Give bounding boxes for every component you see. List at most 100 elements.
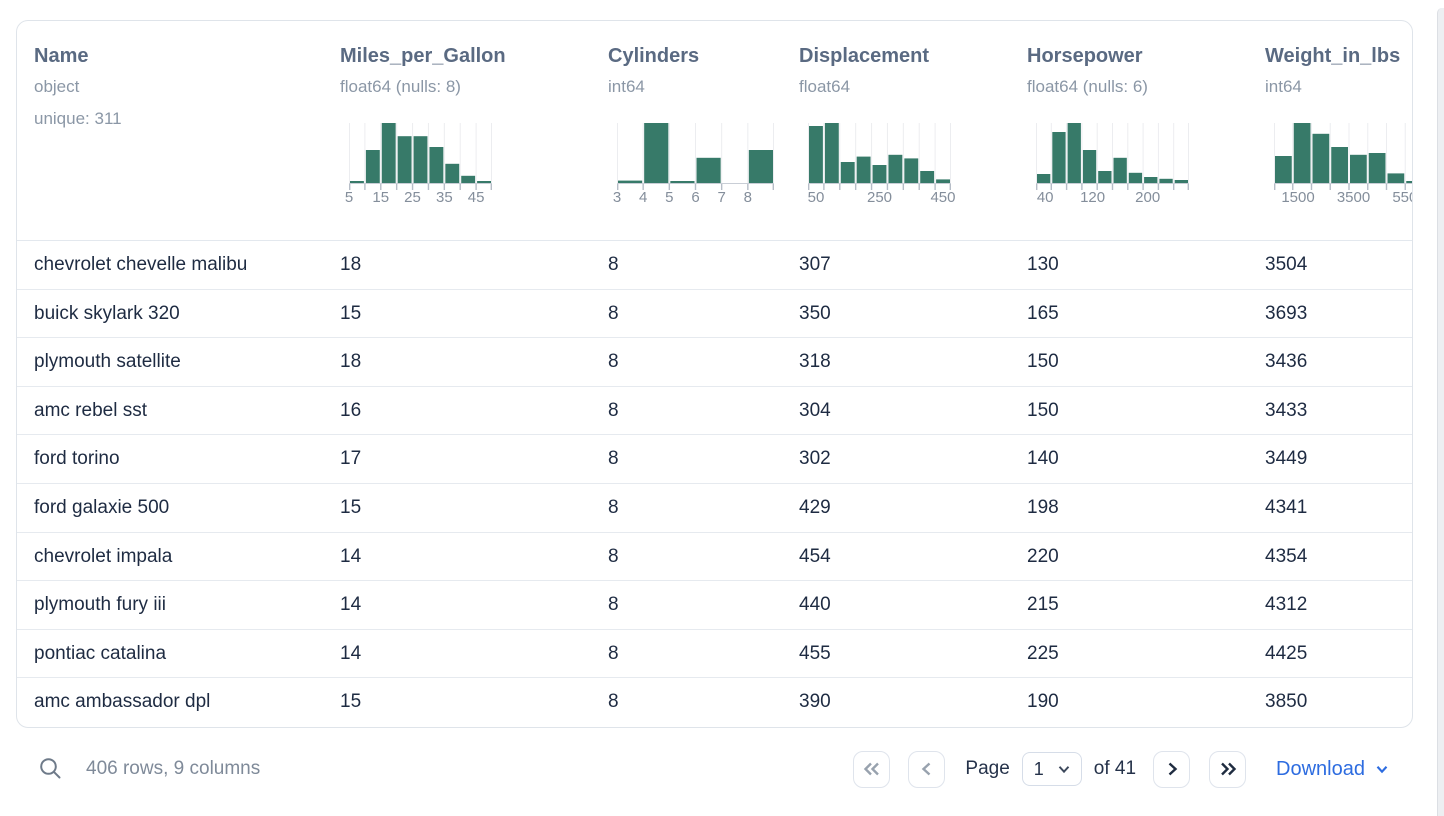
table-row: chevrolet impala 14 8 454 220 4354 bbox=[17, 533, 1412, 582]
table-cell: amc rebel sst bbox=[34, 399, 147, 421]
svg-text:1500: 1500 bbox=[1281, 189, 1314, 206]
svg-text:45: 45 bbox=[468, 189, 485, 206]
column-name: Weight_in_lbs bbox=[1265, 45, 1401, 67]
search-icon[interactable] bbox=[38, 756, 64, 782]
row-count-summary: 406 rows, 9 columns bbox=[86, 758, 261, 779]
table-cell: 4312 bbox=[1265, 594, 1308, 616]
table-cell: 302 bbox=[799, 448, 831, 470]
page-select[interactable]: 1 bbox=[1021, 752, 1082, 786]
table-cell: 14 bbox=[340, 642, 362, 664]
svg-text:25: 25 bbox=[404, 189, 421, 206]
svg-text:6: 6 bbox=[691, 189, 699, 206]
table-cell: ford torino bbox=[34, 448, 120, 470]
pagination: Page 1 of 41 Download bbox=[853, 750, 1413, 788]
first-page-button[interactable] bbox=[853, 750, 891, 788]
column-histogram[interactable]: 5 15 25 35 45 bbox=[345, 121, 493, 207]
first-page-icon bbox=[863, 762, 879, 776]
table-cell: 8 bbox=[608, 691, 619, 713]
svg-text:5500: 5500 bbox=[1392, 189, 1413, 206]
column-histogram[interactable]: 1500 3500 5500 bbox=[1273, 121, 1413, 207]
download-label: Download bbox=[1276, 757, 1365, 780]
table-cell: 18 bbox=[340, 254, 362, 275]
prev-page-icon bbox=[921, 762, 931, 776]
table-cell: 130 bbox=[1027, 254, 1059, 275]
last-page-icon bbox=[1220, 762, 1236, 776]
column-type: float64 bbox=[799, 77, 851, 96]
column-name: Horsepower bbox=[1027, 45, 1143, 67]
download-button[interactable]: Download bbox=[1276, 758, 1391, 781]
column-type: float64 (nulls: 6) bbox=[1027, 77, 1148, 96]
svg-text:8: 8 bbox=[744, 189, 752, 206]
column-header-name[interactable]: Name object unique: 311 bbox=[34, 43, 340, 240]
table-cell: 150 bbox=[1027, 399, 1059, 421]
page-select-value: 1 bbox=[1033, 758, 1044, 779]
svg-text:50: 50 bbox=[808, 189, 825, 206]
column-header-displacement[interactable]: Displacement float64 50 250 450 bbox=[799, 43, 1027, 240]
table-cell: plymouth satellite bbox=[34, 351, 181, 373]
table-cell: 440 bbox=[799, 594, 831, 616]
table-cell: 4354 bbox=[1265, 545, 1308, 567]
column-unique-count: unique: 311 bbox=[34, 109, 122, 128]
column-histogram[interactable]: 50 250 450 bbox=[808, 121, 956, 207]
table-cell: 454 bbox=[799, 545, 831, 567]
table-cell: 3436 bbox=[1265, 351, 1308, 373]
table-cell: amc ambassador dpl bbox=[34, 691, 211, 713]
svg-text:5: 5 bbox=[345, 189, 353, 206]
table-row: ford galaxie 500 15 8 429 198 4341 bbox=[17, 484, 1412, 533]
table-body: chevrolet chevelle malibu 18 8 307 130 3504 bu… bbox=[17, 241, 1412, 727]
table-cell: 390 bbox=[799, 691, 831, 713]
svg-text:15: 15 bbox=[372, 189, 389, 206]
column-header-miles_per_gallon[interactable]: Miles_per_Gallon float64 (nulls: 8) 5 15 25 3… bbox=[340, 43, 608, 240]
svg-text:450: 450 bbox=[930, 189, 955, 206]
table-cell: 429 bbox=[799, 496, 831, 518]
table-cell: 225 bbox=[1027, 642, 1059, 664]
svg-text:5: 5 bbox=[665, 189, 673, 206]
column-header-weight_in_lbs[interactable]: Weight_in_lbs int64 1500 3500 5500 bbox=[1265, 43, 1413, 240]
table-cell: buick skylark 320 bbox=[34, 302, 180, 324]
last-page-button[interactable] bbox=[1209, 750, 1247, 788]
table-cell: 14 bbox=[340, 545, 362, 567]
table-cell: 8 bbox=[608, 448, 619, 470]
svg-text:35: 35 bbox=[436, 189, 453, 206]
table-cell: 3433 bbox=[1265, 399, 1308, 421]
table-cell: 8 bbox=[608, 351, 619, 373]
svg-text:4: 4 bbox=[639, 189, 647, 206]
next-page-button[interactable] bbox=[1153, 750, 1191, 788]
column-histogram[interactable]: 40 120 200 bbox=[1035, 121, 1190, 207]
table-cell: 14 bbox=[340, 594, 362, 616]
table-cell: 304 bbox=[799, 399, 831, 421]
table-cell: ford galaxie 500 bbox=[34, 496, 170, 518]
page-label: Page bbox=[965, 758, 1010, 779]
table-row: plymouth fury iii 14 8 440 215 4312 bbox=[17, 581, 1412, 630]
svg-text:120: 120 bbox=[1080, 189, 1105, 206]
next-page-icon bbox=[1168, 762, 1177, 776]
column-header-cylinders[interactable]: Cylinders int64 3 4 5 6 7 8 bbox=[608, 43, 799, 240]
column-type: object bbox=[34, 77, 80, 96]
table-cell: 8 bbox=[608, 642, 619, 664]
prev-page-button[interactable] bbox=[908, 750, 946, 788]
svg-text:3: 3 bbox=[613, 189, 621, 206]
table-cell: 350 bbox=[799, 302, 831, 324]
column-type: float64 (nulls: 8) bbox=[340, 77, 461, 96]
table-cell: 18 bbox=[340, 351, 362, 373]
svg-text:3500: 3500 bbox=[1337, 189, 1370, 206]
table-cell: 17 bbox=[340, 448, 362, 470]
vertical-scrollbar[interactable] bbox=[1437, 8, 1444, 816]
column-name: Name bbox=[34, 45, 89, 67]
svg-text:7: 7 bbox=[718, 189, 726, 206]
column-name: Miles_per_Gallon bbox=[340, 45, 506, 67]
chevron-down-icon bbox=[1058, 766, 1070, 774]
table-cell: 3850 bbox=[1265, 691, 1308, 713]
table-cell: 455 bbox=[799, 642, 831, 664]
table-footer: 406 rows, 9 columns Page 1 of 41 Downloa… bbox=[16, 740, 1413, 798]
column-name: Cylinders bbox=[608, 45, 700, 67]
column-header-horsepower[interactable]: Horsepower float64 (nulls: 6) 40 120 200 bbox=[1027, 43, 1265, 240]
table-cell: chevrolet impala bbox=[34, 545, 173, 567]
table-cell: 3449 bbox=[1265, 448, 1308, 470]
table-cell: 8 bbox=[608, 594, 619, 616]
column-histogram[interactable]: 3 4 5 6 7 8 bbox=[613, 121, 775, 207]
chevron-down-icon bbox=[1376, 766, 1388, 774]
column-type: int64 bbox=[1265, 77, 1302, 96]
